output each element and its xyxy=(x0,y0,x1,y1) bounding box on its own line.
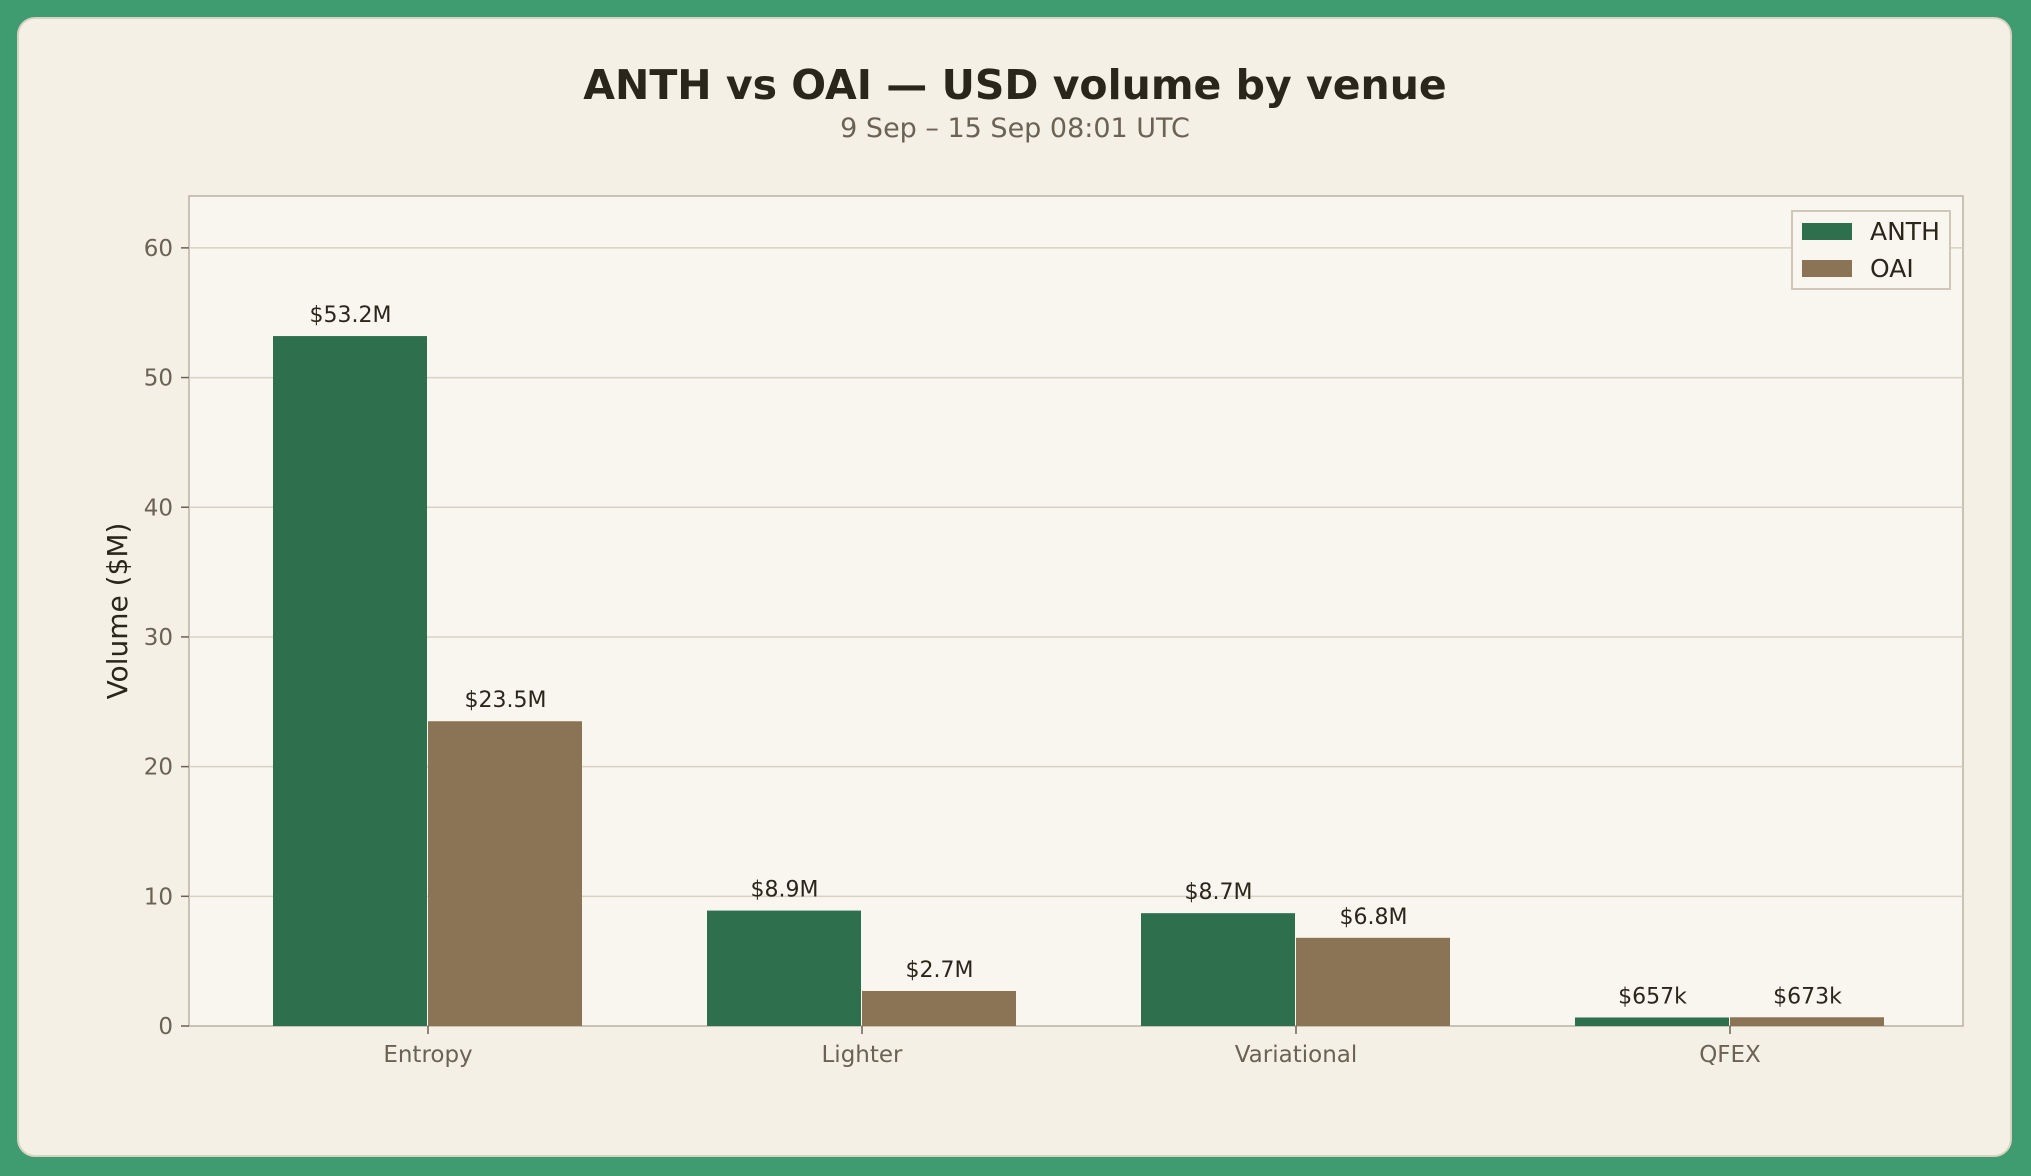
legend-label-anth: ANTH xyxy=(1870,217,1940,246)
chart-subtitle: 9 Sep – 15 Sep 08:01 UTC xyxy=(840,113,1190,144)
data-label: $657k xyxy=(1618,984,1687,1009)
x-tick-label: QFEX xyxy=(1699,1042,1761,1068)
bar-anth-entropy xyxy=(273,336,427,1026)
y-tick-label: 10 xyxy=(144,884,173,910)
bar-oai-qfex xyxy=(1730,1017,1884,1026)
y-axis-label: Volume ($M) xyxy=(101,523,134,700)
bar-anth-qfex xyxy=(1575,1017,1729,1026)
chart-title: ANTH vs OAI — USD volume by venue xyxy=(583,61,1446,109)
legend-swatch-anth xyxy=(1802,223,1852,240)
data-label: $2.7M xyxy=(906,958,974,983)
data-label: $673k xyxy=(1773,984,1842,1009)
legend-label-oai: OAI xyxy=(1870,254,1914,283)
x-tick-label: Entropy xyxy=(383,1042,472,1068)
bar-anth-variational xyxy=(1141,913,1295,1026)
y-tick-label: 40 xyxy=(144,495,173,521)
bar-anth-lighter xyxy=(707,910,861,1026)
bar-oai-variational xyxy=(1296,937,1450,1026)
bar-oai-lighter xyxy=(862,990,1016,1026)
y-axis-ticks: 0 10 20 30 40 50 60 xyxy=(144,236,189,1040)
legend-swatch-oai xyxy=(1802,260,1852,277)
x-tick-label: Lighter xyxy=(821,1042,903,1068)
y-tick-label: 20 xyxy=(144,755,173,781)
y-tick-label: 50 xyxy=(144,366,173,392)
y-tick-label: 60 xyxy=(144,236,173,262)
data-label: $8.7M xyxy=(1185,880,1253,905)
data-label: $53.2M xyxy=(310,303,392,328)
data-label: $6.8M xyxy=(1340,905,1408,930)
y-tick-label: 30 xyxy=(144,625,173,651)
bar-chart: ANTH vs OAI — USD volume by venue 9 Sep … xyxy=(101,61,1964,1068)
legend: ANTH OAI xyxy=(1791,210,1951,290)
data-labels: $53.2M $23.5M $8.9M $2.7M $8.7M $6.8M $657k $67… xyxy=(310,303,1843,1009)
bar-oai-entropy xyxy=(428,721,582,1026)
chart-card: ANTH vs OAI — USD volume by venue 9 Sep … xyxy=(17,17,2012,1157)
data-label: $23.5M xyxy=(465,688,547,713)
bars xyxy=(273,336,1884,1026)
x-axis-ticks: Entropy Lighter Variational QFEX xyxy=(383,1026,1761,1068)
x-tick-label: Variational xyxy=(1235,1042,1358,1068)
data-label: $8.9M xyxy=(751,878,819,903)
y-tick-label: 0 xyxy=(158,1014,173,1040)
